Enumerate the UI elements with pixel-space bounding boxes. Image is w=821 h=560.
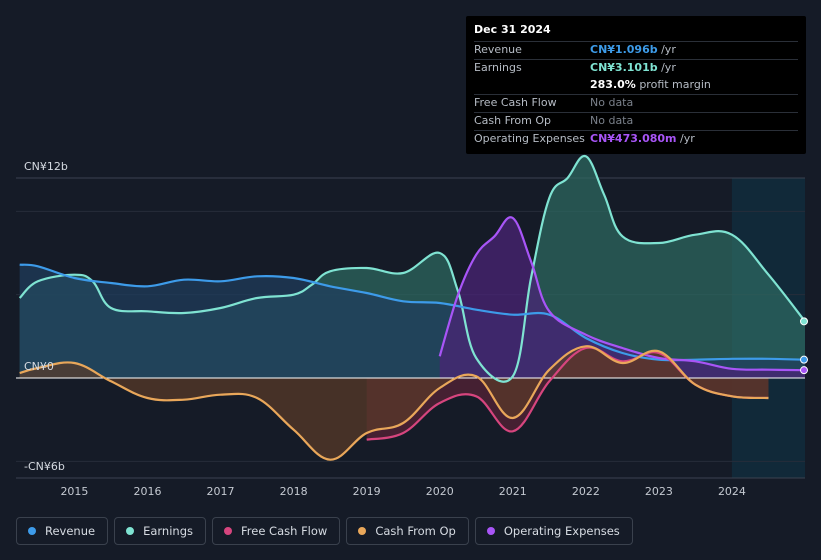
tooltip-row-label	[474, 77, 590, 93]
tooltip-row-value: No data	[590, 113, 633, 129]
tooltip-value-number: CN¥1.096b	[590, 43, 658, 56]
series-endpoints	[800, 317, 808, 375]
x-tick-label: 2018	[280, 485, 308, 498]
x-tick-label: 2019	[353, 485, 381, 498]
tooltip-row-label: Free Cash Flow	[474, 96, 557, 109]
tooltip-value-number: CN¥3.101b	[590, 61, 658, 74]
chart-legend: Revenue Earnings Free Cash Flow Cash From O…	[16, 517, 633, 545]
tooltip-rows: Revenue CN¥1.096b /yr Earnings CN¥3.101b /y…	[474, 41, 798, 147]
tooltip-row-value: 283.0% profit margin	[590, 77, 711, 93]
tooltip-row-label: Revenue	[474, 43, 522, 56]
tooltip-value-number: CN¥473.080m	[590, 132, 677, 145]
y-axis-label-top: CN¥12b	[24, 160, 68, 173]
tooltip-row-value: CN¥473.080m /yr	[590, 131, 695, 147]
legend-item-free-cash-flow[interactable]: Free Cash Flow	[212, 517, 341, 545]
data-tooltip: Dec 31 2024 Revenue CN¥1.096b /yr Earnings…	[466, 16, 806, 154]
legend-dot-icon	[224, 527, 232, 535]
x-tick-label: 2022	[572, 485, 600, 498]
tooltip-value-unit: profit margin	[635, 78, 711, 91]
tooltip-value-number: No data	[590, 96, 634, 109]
cash-from-op-line	[19, 345, 769, 461]
series-lines	[18, 154, 806, 461]
earnings-line	[18, 154, 806, 383]
tooltip-row-value: CN¥1.096b /yr	[590, 42, 676, 58]
legend-dot-icon	[358, 527, 367, 535]
operating-expenses-line	[438, 216, 806, 372]
tooltip-row: 283.0% profit margin	[474, 77, 798, 93]
cash-from-op-area	[19, 346, 769, 460]
x-tick-label: 2020	[426, 485, 454, 498]
legend-label: Operating Expenses	[503, 524, 620, 538]
operating-expenses-endpoint	[800, 366, 808, 375]
y-axis-label-bottom: -CN¥6b	[24, 460, 65, 473]
tooltip-row-label: Earnings	[474, 61, 522, 74]
tooltip-row: Free Cash Flow No data	[474, 94, 798, 111]
tooltip-date: Dec 31 2024	[474, 23, 551, 36]
chart-area: CN¥12b CN¥0 -CN¥6b 2015 2016 2017 2018 2019 2…	[16, 154, 808, 498]
operating-expenses-area	[439, 217, 805, 378]
x-tick-label: 2024	[718, 485, 746, 498]
tooltip-row-label: Operating Expenses	[474, 132, 585, 145]
legend-dot-icon	[486, 527, 495, 535]
tooltip-value-unit: /yr	[676, 132, 695, 145]
legend-dot-icon	[126, 527, 135, 535]
x-axis-ticks: 2015 2016 2017 2018 2019 2020 2021 2022 2023 2024	[60, 485, 746, 498]
y-axis-label-zero: CN¥0	[24, 360, 54, 373]
tooltip-row: Earnings CN¥3.101b /yr	[474, 59, 798, 76]
tooltip-row: Revenue CN¥1.096b /yr	[474, 41, 798, 58]
tooltip-value-unit: /yr	[657, 61, 676, 74]
legend-item-operating-expenses[interactable]: Operating Expenses	[474, 517, 633, 545]
legend-label: Revenue	[45, 524, 96, 538]
x-tick-label: 2023	[645, 485, 673, 498]
legend-label: Free Cash Flow	[241, 524, 328, 538]
x-tick-label: 2015	[60, 485, 88, 498]
legend-item-revenue[interactable]: Revenue	[16, 517, 109, 545]
legend-label: Cash From Op	[375, 524, 456, 538]
tooltip-value-number: No data	[590, 114, 634, 127]
tooltip-value-unit: /yr	[657, 43, 676, 56]
tooltip-row-value: CN¥3.101b /yr	[590, 60, 676, 76]
legend-label: Earnings	[143, 524, 193, 538]
earnings-endpoint	[800, 317, 808, 326]
legend-dot-icon	[28, 527, 36, 535]
tooltip-row: Cash From Op No data	[474, 112, 798, 129]
x-tick-label: 2016	[134, 485, 162, 498]
tooltip-row-value: No data	[590, 95, 633, 111]
x-tick-label: 2017	[207, 485, 235, 498]
tooltip-value-number: 283.0%	[590, 78, 636, 91]
tooltip-row-label: Cash From Op	[474, 114, 552, 127]
legend-item-earnings[interactable]: Earnings	[114, 517, 206, 545]
revenue-endpoint	[800, 355, 808, 364]
x-tick-label: 2021	[499, 485, 527, 498]
legend-item-cash-from-op[interactable]: Cash From Op	[346, 517, 469, 545]
tooltip-row: Operating Expenses CN¥473.080m /yr	[474, 130, 798, 147]
